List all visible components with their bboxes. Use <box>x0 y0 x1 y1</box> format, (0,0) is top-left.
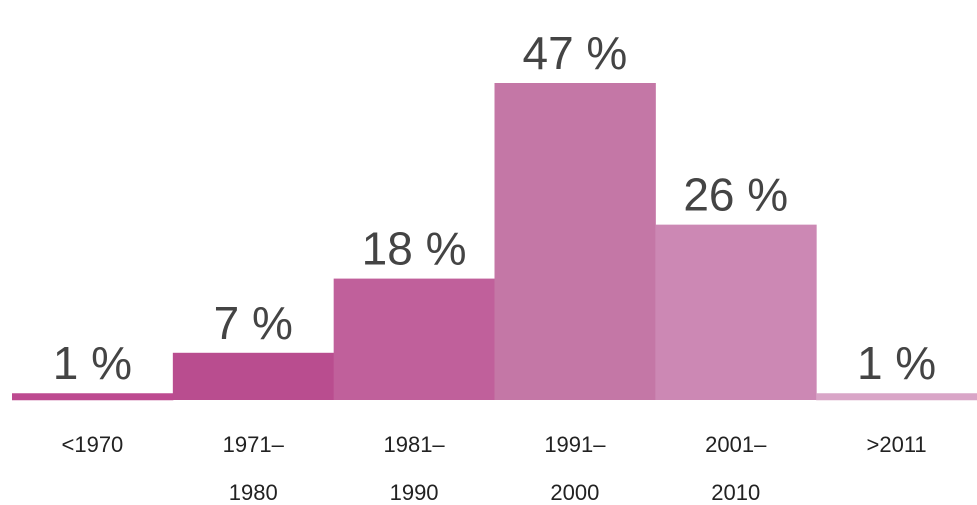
bar <box>172 352 335 400</box>
x-tick-label: 2001–2010 <box>705 432 767 505</box>
bar <box>494 83 656 400</box>
x-tick-label: 1981–1990 <box>383 432 445 505</box>
bar <box>816 393 977 401</box>
bar <box>333 278 495 400</box>
x-tick-label: 1971–1980 <box>222 432 284 505</box>
bar <box>12 393 174 401</box>
value-label: 7 % <box>214 297 293 349</box>
x-tick-label: <1970 <box>61 432 124 457</box>
bar <box>655 224 817 400</box>
value-label: 18 % <box>362 223 467 275</box>
value-label: 26 % <box>683 169 788 221</box>
x-tick-label: >2011 <box>866 432 927 457</box>
x-tick-label: 1991–2000 <box>544 432 606 505</box>
value-label: 1 % <box>857 337 936 389</box>
value-label: 47 % <box>522 27 627 79</box>
value-label: 1 % <box>53 337 132 389</box>
